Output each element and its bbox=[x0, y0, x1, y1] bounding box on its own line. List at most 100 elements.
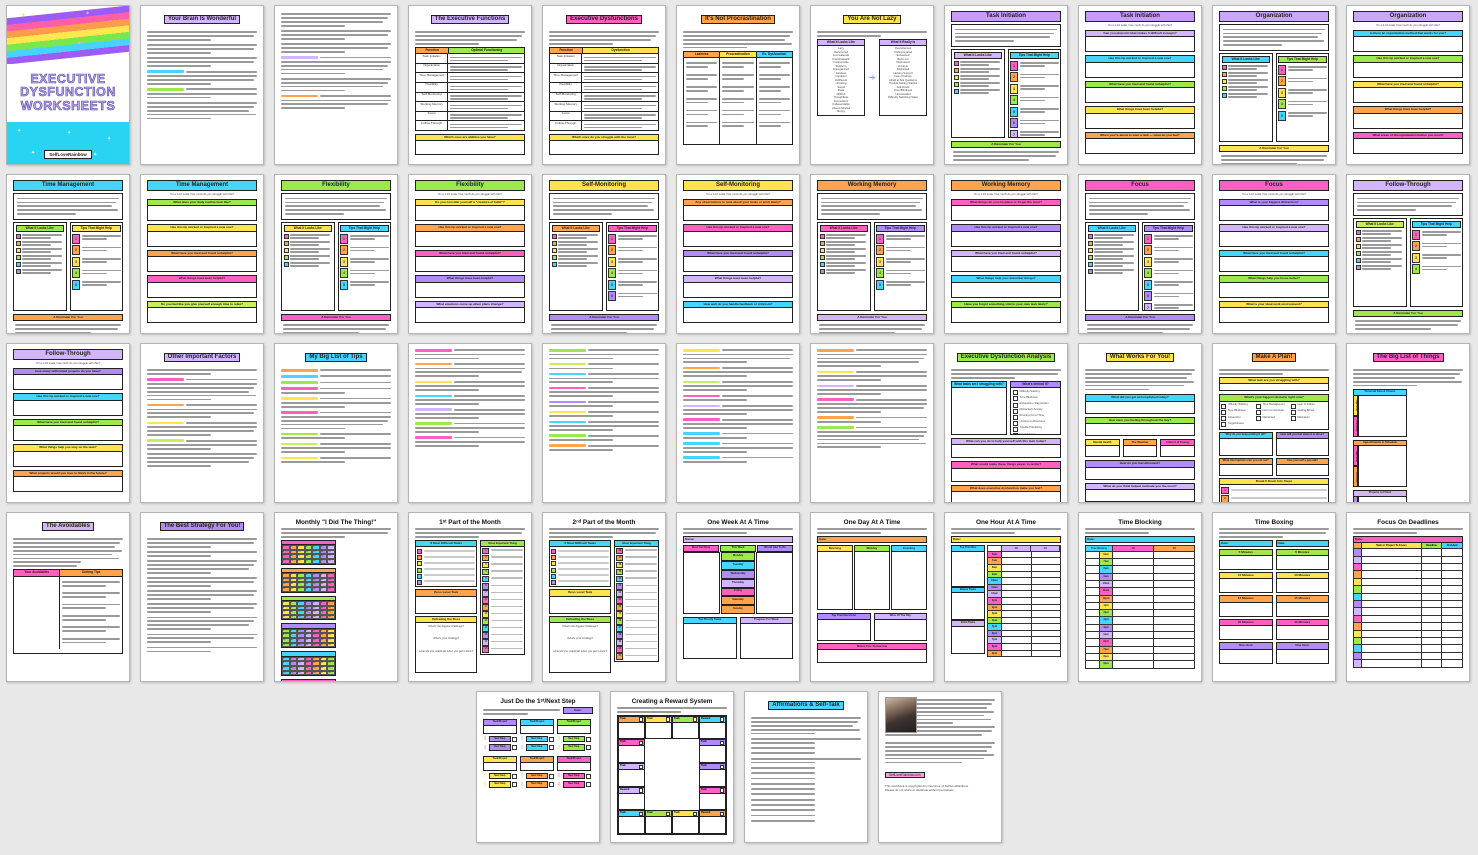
text-line bbox=[683, 426, 747, 429]
text-line bbox=[1153, 292, 1193, 295]
slot-cell bbox=[1154, 581, 1194, 587]
page-thumbnail[interactable]: Organization What It Looks Like Tips That … bbox=[1212, 5, 1336, 165]
page-thumbnail[interactable]: Other Important Factors bbox=[140, 343, 264, 503]
page-thumbnail[interactable]: Flexibility On a 1-10 scale, how much do … bbox=[408, 174, 532, 334]
page-thumbnail[interactable]: Organization On a 1-10 scale, how much do… bbox=[1346, 5, 1470, 165]
text-line bbox=[147, 577, 257, 580]
page-thumbnail[interactable]: Focus On a 1-10 scale, how much do you st… bbox=[1212, 174, 1336, 334]
page-thumbnail[interactable]: Make A Plan! What task are you struggling… bbox=[1212, 343, 1336, 503]
checkbox bbox=[953, 61, 959, 67]
check-list: Difficulty Starting Time Blindness Exhaust… bbox=[1011, 388, 1060, 434]
page-thumbnail[interactable] bbox=[408, 343, 532, 503]
page-thumbnail[interactable]: Your Brain Is Wonderful bbox=[140, 5, 264, 165]
text-line bbox=[1019, 119, 1059, 122]
day-column-box bbox=[854, 552, 890, 611]
page-thumbnail[interactable]: Working Memory What It Looks Like Tips Tha… bbox=[810, 174, 934, 334]
page-thumbnail[interactable]: You Are Not Lazy What It Looks Like Lazy Di… bbox=[810, 5, 934, 165]
text-line bbox=[320, 95, 391, 98]
cover-title-line: WORKSHEETS bbox=[20, 98, 116, 113]
page-thumbnail[interactable]: Just Do the 1ˢᵗ/Next Step Date: Task/Proje… bbox=[476, 691, 600, 843]
page-thumbnail[interactable]: Creating a Reward System Task Task Task Rewa… bbox=[610, 691, 734, 843]
text-line bbox=[450, 104, 522, 107]
checkbox bbox=[283, 248, 289, 254]
task-cell bbox=[1362, 564, 1422, 571]
page-thumbnail[interactable]: The Big List of Things Personal Care & Ch… bbox=[1346, 343, 1470, 503]
text-line bbox=[450, 114, 522, 116]
table-header-row: Laziness Procrastination Ex. Dysfunction bbox=[684, 51, 792, 58]
day-number: 28 bbox=[616, 632, 624, 639]
checkbox-item bbox=[819, 248, 869, 254]
slot-cell bbox=[1113, 580, 1154, 588]
checkbox bbox=[953, 75, 959, 81]
page-thumbnail[interactable]: Follow-Through What It Looks Like Tips Tha… bbox=[1346, 174, 1470, 334]
question-bar: What things have been helpful? bbox=[1085, 106, 1195, 114]
page-thumbnail[interactable]: The Best Strategy For You! bbox=[140, 512, 264, 682]
text-line bbox=[147, 585, 211, 587]
page-thumbnail[interactable]: Self-Monitoring What It Looks Like Tips Th… bbox=[542, 174, 666, 334]
duration-box bbox=[1219, 626, 1273, 641]
page-thumbnail[interactable]: The Executive Functions Function Optimal F… bbox=[408, 5, 532, 165]
page-thumbnail[interactable]: Task Initiation What It Looks Like Tips Th… bbox=[944, 5, 1068, 165]
page-thumbnail[interactable] bbox=[274, 5, 398, 165]
deadline-col-header: Deadline bbox=[1421, 543, 1443, 549]
slot-cell bbox=[1032, 631, 1061, 637]
page-thumbnail[interactable]: One Day At A Time Date: Morning Midday Eveni… bbox=[810, 512, 934, 682]
page-thumbnail[interactable]: My Big List of Tips bbox=[274, 343, 398, 503]
page-thumbnail[interactable]: Focus On Deadlines Date: Task or Project T… bbox=[1346, 512, 1470, 682]
paragraph bbox=[549, 434, 659, 441]
page-thumbnail[interactable]: Monthly "I Did The Thing!" 1 2 3 4 5 6 7 8 9 10 11 1… bbox=[274, 512, 398, 682]
tip-number: 6 bbox=[1144, 291, 1152, 302]
tip-number: 1 bbox=[72, 233, 80, 244]
cover-footer: ✦ ✦ ✦ ✦ ✦ SelfLoveRainbow bbox=[7, 122, 129, 164]
entry-line bbox=[624, 619, 657, 621]
defeat-header: Defeating the Boss bbox=[549, 615, 612, 624]
obstacle-label: Time Management bbox=[1262, 403, 1285, 407]
lead-cell bbox=[1086, 573, 1100, 580]
page-thumbnail[interactable]: Follow-Through On a 1-10 scale, how much … bbox=[6, 343, 130, 503]
text-line bbox=[817, 375, 927, 378]
page-thumbnail[interactable]: Time Management On a 1-10 scale, how much… bbox=[140, 174, 264, 334]
paragraph bbox=[147, 551, 257, 557]
page-title: Monthly "I Did The Thing!" bbox=[295, 519, 377, 526]
question-bar: Has this tip worked or inspired a new on… bbox=[415, 224, 525, 232]
page-thumbnail[interactable]: It's Not Procrastination Laziness Procrast… bbox=[676, 5, 800, 165]
cell-label: Task bbox=[620, 764, 626, 768]
page-thumbnail[interactable]: Affirmations & Self-Talk bbox=[744, 691, 868, 843]
page-thumbnail[interactable] bbox=[676, 343, 800, 503]
bottom-area bbox=[683, 624, 737, 660]
column-header: Ex. Dysfunction bbox=[756, 51, 792, 58]
page-thumbnail[interactable]: Time Management What It Looks Like Tips Th… bbox=[6, 174, 130, 334]
page-thumbnail[interactable]: One Week At A Time Name: Must Get Done This… bbox=[676, 512, 800, 682]
finished-cell bbox=[1442, 557, 1462, 563]
paragraph bbox=[147, 577, 257, 587]
page-thumbnail[interactable]: One Hour At A Time Date: Top Priorities Bon… bbox=[944, 512, 1068, 682]
day-cell: 8 bbox=[282, 577, 290, 583]
page-thumbnail[interactable]: Executive Dysfunction Analysis What tasks… bbox=[944, 343, 1068, 503]
page-thumbnail[interactable]: What Works For You! What did you get acco… bbox=[1078, 343, 1202, 503]
page-thumbnail[interactable]: Flexibility What It Looks Like Tips That M… bbox=[274, 174, 398, 334]
check-item: Trouble Prioritizing bbox=[1012, 426, 1058, 432]
page-thumbnail[interactable]: Executive Dysfunctions Function Dysfunctio… bbox=[542, 5, 666, 165]
day-cell: 15 bbox=[282, 665, 290, 671]
page-thumbnail[interactable]: Task Initiation On a 1-10 scale, how much… bbox=[1078, 5, 1202, 165]
page-thumbnail[interactable]: Time Blocking Date: Time Blocking:00:30 6am… bbox=[1078, 512, 1202, 682]
page-thumbnail[interactable]: ✦ ✦ ✦ ✦ ✦ EXECUTIVE DYSFUNCTION WORKSHEETS ✦ ✦ ✦ ✦ ✦… bbox=[6, 5, 130, 165]
page-thumbnail[interactable] bbox=[810, 343, 934, 503]
page-thumbnail[interactable]: Self-Monitoring On a 1-10 scale, how much… bbox=[676, 174, 800, 334]
line-with-highlight bbox=[817, 384, 927, 388]
reminder-bar: A Reminder For You bbox=[281, 313, 391, 322]
text-line bbox=[62, 637, 120, 640]
page-thumbnail[interactable]: Focus What It Looks Like Tips That Might H… bbox=[1078, 174, 1202, 334]
page-thumbnail[interactable]: 2ⁿᵈ Part of the Month 6 Most Difficult Ta… bbox=[542, 512, 666, 682]
page-thumbnail[interactable]: The Avoidables Your Avoidables Sorting Tip… bbox=[6, 512, 130, 682]
time-cell: 3pm bbox=[988, 611, 1002, 617]
page-thumbnail[interactable]: SelfLoveRainbow.com This workbook is copy… bbox=[878, 691, 1002, 843]
page-thumbnail[interactable]: Time Boxing Date: 5 Minutes 10 Minutes 15 Mi… bbox=[1212, 512, 1336, 682]
page-thumbnail[interactable] bbox=[542, 343, 666, 503]
looks-like-box: What It Looks Like bbox=[549, 222, 603, 312]
page-thumbnail[interactable]: Working Memory On a 1-10 scale, how much … bbox=[944, 174, 1068, 334]
page-thumbnail[interactable]: 1ˢᵗ Part of the Month 6 Most Difficult Ta… bbox=[408, 512, 532, 682]
